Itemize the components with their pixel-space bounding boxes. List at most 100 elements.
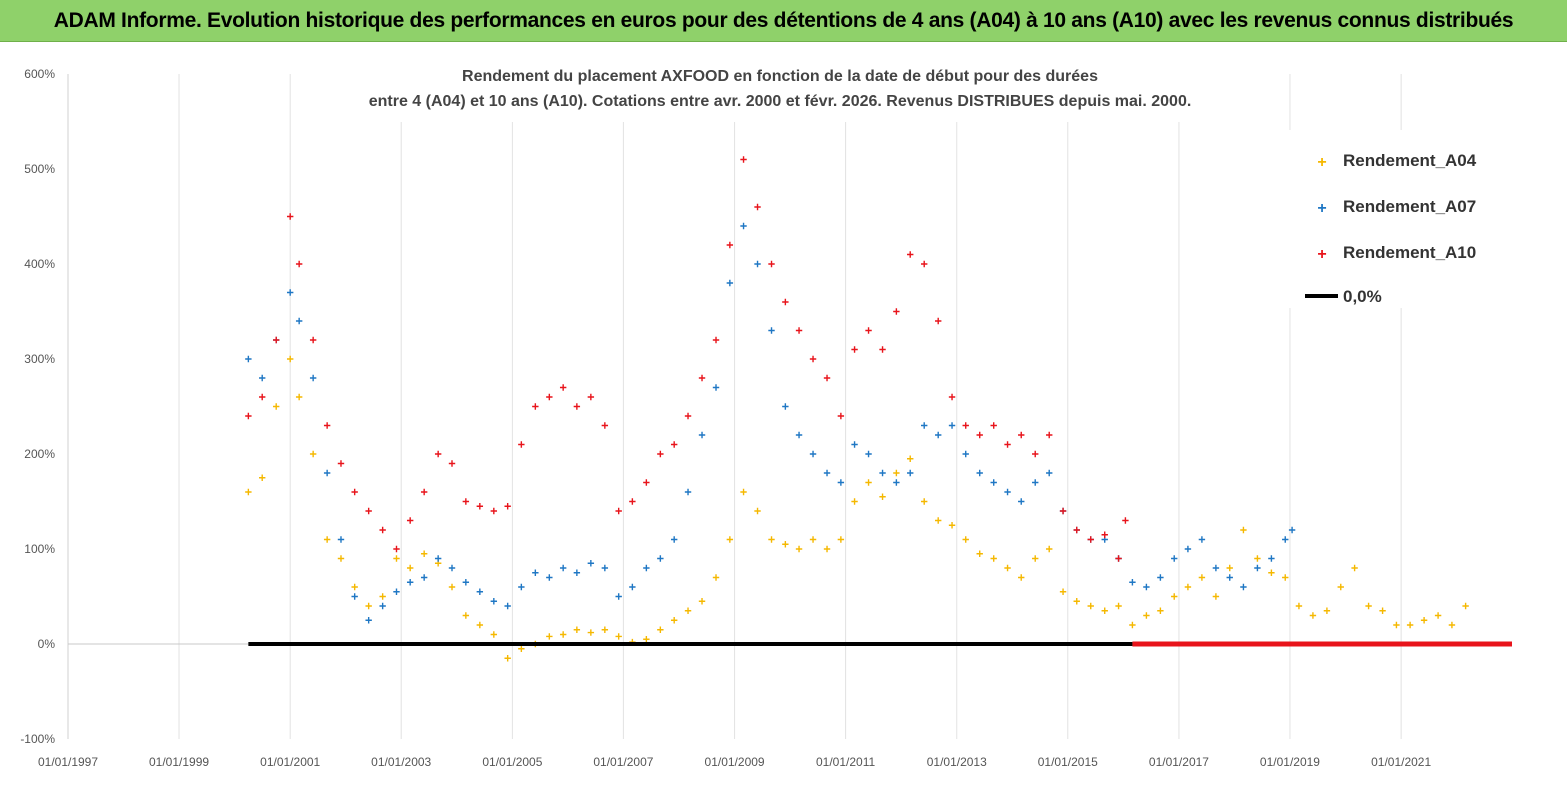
data-point <box>379 526 386 534</box>
data-point <box>337 460 345 467</box>
data-point <box>684 607 692 614</box>
data-point <box>323 536 331 543</box>
data-point <box>601 422 609 429</box>
data-point <box>309 374 317 382</box>
data-point <box>351 583 358 591</box>
data-point <box>1406 621 1414 629</box>
data-point <box>754 507 761 515</box>
data-point <box>962 450 969 458</box>
data-point <box>1365 602 1372 610</box>
data-point <box>1018 498 1025 505</box>
data-point <box>309 450 317 458</box>
data-point <box>726 241 734 249</box>
data-point <box>573 626 581 633</box>
data-point <box>476 588 484 595</box>
data-point <box>837 479 845 486</box>
legend-box <box>1278 130 1500 308</box>
data-point <box>245 355 252 363</box>
data-point <box>921 498 928 505</box>
x-tick-label: 01/01/1997 <box>38 755 98 769</box>
data-point <box>1448 621 1456 629</box>
data-point <box>740 222 747 230</box>
data-point <box>504 655 511 662</box>
data-point <box>921 422 928 429</box>
data-point <box>1198 574 1206 581</box>
data-point <box>795 431 803 439</box>
data-point <box>1129 579 1136 586</box>
y-tick-label: -100% <box>20 732 55 746</box>
data-point <box>420 574 428 581</box>
data-point <box>504 602 511 610</box>
data-point <box>615 593 622 600</box>
legend-label-a07: Rendement_A07 <box>1343 197 1476 216</box>
y-tick-label: 300% <box>24 352 55 366</box>
data-point <box>272 403 280 410</box>
x-tick-label: 01/01/2001 <box>260 755 320 769</box>
data-point <box>990 479 997 486</box>
data-point <box>587 629 595 636</box>
data-point <box>948 422 956 429</box>
data-point <box>907 469 914 477</box>
data-point <box>643 636 650 643</box>
data-point <box>1295 602 1303 610</box>
data-point <box>657 626 664 633</box>
data-point <box>823 469 831 477</box>
data-point <box>1122 517 1129 524</box>
y-tick-label: 500% <box>24 162 55 176</box>
data-point <box>643 564 650 572</box>
data-point <box>559 384 567 391</box>
axes: 01/01/1997 01/01/1999 01/01/2001 01/01/2003… <box>20 67 1512 769</box>
data-point <box>795 327 803 334</box>
x-tick-label: 01/01/2017 <box>1149 755 1209 769</box>
data-point <box>1059 588 1067 595</box>
data-point <box>754 260 761 268</box>
data-point <box>726 536 734 543</box>
y-tick-label: 100% <box>24 542 55 556</box>
chart-title-line-1: Rendement du placement AXFOOD en fonctio… <box>462 68 1098 85</box>
data-point <box>573 403 581 410</box>
data-point <box>1212 564 1220 572</box>
data-point <box>434 555 442 562</box>
data-point <box>1101 531 1108 538</box>
y-tick-label: 0% <box>38 637 56 651</box>
data-point <box>976 550 983 557</box>
data-point <box>601 626 609 633</box>
data-point <box>712 574 720 581</box>
data-point <box>795 545 803 553</box>
x-tick-label: 01/01/2013 <box>927 755 987 769</box>
data-point <box>1004 564 1011 572</box>
report-title: ADAM Informe. Evolution historique des p… <box>53 8 1514 32</box>
data-point <box>1268 555 1275 562</box>
data-point <box>1004 488 1011 496</box>
data-point <box>1184 583 1192 591</box>
data-point <box>286 289 294 296</box>
data-point <box>406 564 414 572</box>
data-point <box>893 308 900 315</box>
data-point <box>976 431 983 439</box>
data-point <box>879 469 886 477</box>
data-point <box>518 645 525 652</box>
data-point <box>935 317 942 325</box>
data-point <box>1129 621 1136 629</box>
data-point <box>1115 555 1122 562</box>
x-tick-label: 01/01/2011 <box>816 755 875 769</box>
data-point <box>1434 612 1442 619</box>
data-point <box>1309 612 1317 619</box>
data-point <box>837 412 845 420</box>
data-point <box>629 583 636 591</box>
data-point <box>1087 536 1094 543</box>
data-point <box>379 593 386 600</box>
data-point <box>587 560 595 567</box>
y-tick-label: 200% <box>24 447 55 461</box>
data-point <box>1254 555 1261 562</box>
data-point <box>615 507 622 515</box>
data-point <box>1379 607 1386 614</box>
data-point <box>532 569 539 576</box>
data-point <box>684 488 692 496</box>
data-point <box>670 617 678 624</box>
data-point <box>476 621 484 629</box>
x-tick-label: 01/01/1999 <box>149 755 209 769</box>
legend-marker-a07: + <box>1317 200 1326 217</box>
legend-label-a04: Rendement_A04 <box>1343 151 1477 170</box>
data-point <box>420 488 428 496</box>
